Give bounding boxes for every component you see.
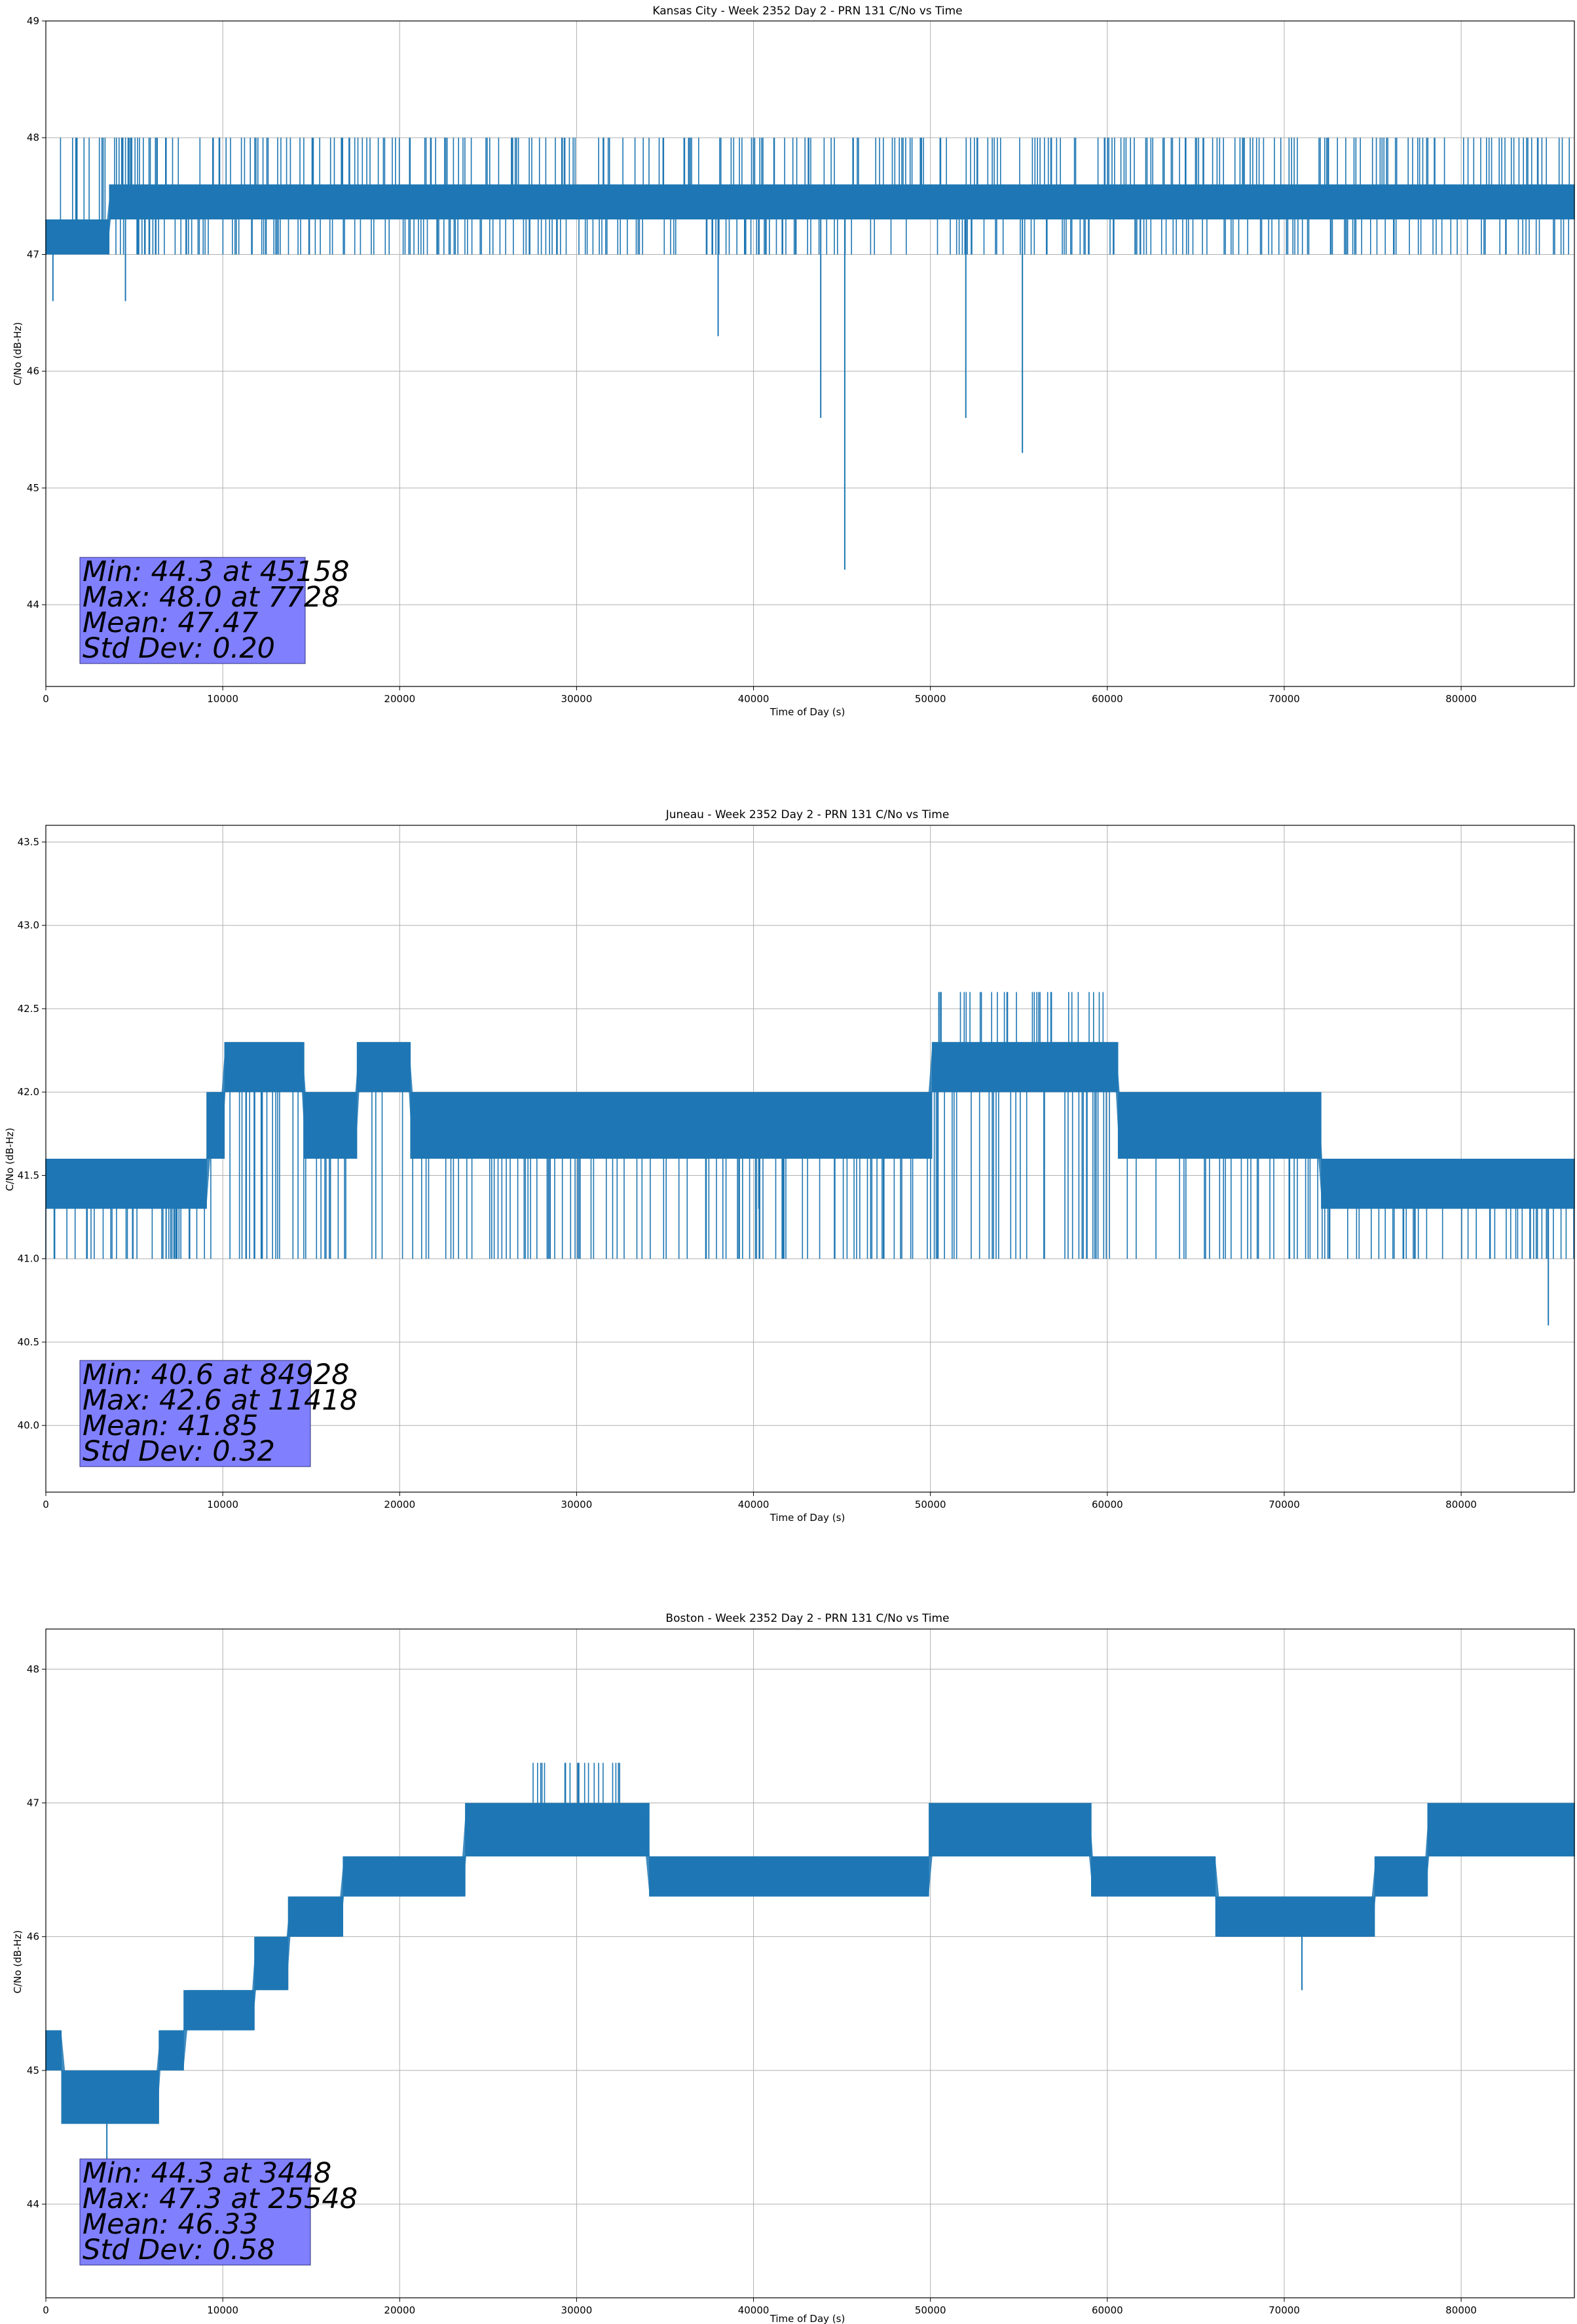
stats-box: Min: 44.3 at 3448 Max: 47.3 at 25548 Mea… [79,2157,358,2266]
axis-ticks: 0 10000 20000 30000 40000 50000 60000 70000 8000… [18,836,1477,1510]
stats-box-background [79,557,306,664]
chart-boston: Boston - Week 2352 Day 2 - PRN 131 C/No … [12,1612,1575,2324]
y-tick-label: 45 [27,482,39,494]
stats-std-dev: Std Dev: 0.20 [83,632,275,665]
x-axis-label: Time of Day (s) [770,2313,845,2324]
x-tick-label: 70000 [1269,2304,1300,2316]
y-tick-label: 46 [27,365,39,377]
x-tick-label: 50000 [915,2304,946,2316]
x-tick-label: 10000 [207,693,238,705]
y-tick-label: 44 [27,599,39,610]
y-tick-label: 44 [27,2198,39,2210]
stats-std-dev: Std Dev: 0.32 [83,1435,275,1468]
x-tick-label: 50000 [915,1499,946,1510]
x-tick-label: 0 [43,693,49,705]
x-axis-label: Time of Day (s) [770,1512,845,1524]
y-tick-label: 41.0 [18,1253,39,1265]
stats-mean: Mean: 41.85 [83,1410,258,1442]
x-tick-label: 70000 [1269,693,1300,705]
stats-mean: Mean: 46.33 [83,2208,258,2241]
x-tick-label: 50000 [915,693,946,705]
y-tick-label: 49 [27,15,39,27]
y-tick-label: 47 [27,248,39,260]
chart-juneau: Juneau - Week 2352 Day 2 - PRN 131 C/No … [4,808,1575,1524]
y-tick-label: 45 [27,2065,39,2076]
x-tick-label: 20000 [384,693,415,705]
y-axis-label: C/No (dB-Hz) [4,1128,16,1191]
stats-box-background [79,2158,311,2266]
chart-kansas-city: Kansas City - Week 2352 Day 2 - PRN 131 … [12,5,1575,718]
stats-min: Min: 44.3 at 45158 [83,555,350,588]
x-tick-label: 20000 [384,2304,415,2316]
chart-title: Boston - Week 2352 Day 2 - PRN 131 C/No … [665,1612,949,1625]
x-tick-label: 40000 [738,1499,770,1510]
stats-min: Min: 40.6 at 84928 [83,1359,350,1391]
x-tick-label: 40000 [738,2304,770,2316]
plot-frame [45,825,1575,1493]
x-tick-label: 60000 [1092,1499,1123,1510]
stats-std-dev: Std Dev: 0.58 [83,2234,275,2266]
y-tick-label: 48 [27,1663,39,1675]
stats-mean: Mean: 47.47 [83,607,258,639]
x-tick-label: 30000 [561,693,593,705]
y-tick-label: 47 [27,1797,39,1809]
y-tick-label: 40.5 [18,1336,39,1348]
stats-min: Min: 44.3 at 3448 [83,2157,331,2190]
y-axis-label: C/No (dB-Hz) [12,322,24,386]
x-tick-label: 20000 [384,1499,415,1510]
y-tick-label: 43.0 [18,920,39,931]
x-tick-label: 40000 [738,693,770,705]
chart-title: Juneau - Week 2352 Day 2 - PRN 131 C/No … [665,808,950,821]
x-tick-label: 0 [43,2304,49,2316]
y-tick-label: 42.0 [18,1086,39,1098]
y-tick-label: 42.5 [18,1003,39,1015]
stats-max: Max: 47.3 at 25548 [83,2183,358,2215]
x-tick-label: 60000 [1092,693,1123,705]
x-tick-label: 70000 [1269,1499,1300,1510]
y-tick-label: 48 [27,132,39,143]
axis-ticks: 0 10000 20000 30000 40000 50000 60000 70000 8000… [27,15,1477,705]
stats-box: Min: 40.6 at 84928 Max: 42.6 at 11418 Me… [79,1359,358,1468]
data-series [45,138,1575,570]
axis-ticks: 0 10000 20000 30000 40000 50000 60000 70000 8000… [27,1663,1477,2316]
plot-frame [45,1628,1575,2298]
x-tick-label: 10000 [207,2304,238,2316]
y-tick-label: 41.5 [18,1169,39,1181]
x-tick-label: 80000 [1445,1499,1477,1510]
series-band-core [46,184,1574,255]
y-tick-label: 43.5 [18,836,39,848]
x-tick-label: 0 [43,1499,49,1510]
x-tick-label: 30000 [561,2304,593,2316]
y-tick-label: 40.0 [18,1419,39,1431]
plot-frame [45,20,1575,687]
y-axis-label: C/No (dB-Hz) [12,1930,24,1994]
stats-box-background [79,1360,311,1467]
chart-title: Kansas City - Week 2352 Day 2 - PRN 131 … [652,5,962,18]
series-band-core [46,1803,1574,2124]
x-tick-label: 80000 [1445,2304,1477,2316]
x-tick-label: 60000 [1092,2304,1123,2316]
y-tick-label: 46 [27,1931,39,1943]
series-band-core [46,1041,1574,1209]
x-axis-label: Time of Day (s) [770,706,845,718]
stats-max: Max: 42.6 at 11418 [83,1384,358,1417]
x-tick-label: 30000 [561,1499,593,1510]
stats-max: Max: 48.0 at 7728 [83,581,340,614]
x-tick-label: 80000 [1445,693,1477,705]
x-tick-label: 10000 [207,1499,238,1510]
stats-box: Min: 44.3 at 45158 Max: 48.0 at 7728 Mea… [79,555,350,665]
